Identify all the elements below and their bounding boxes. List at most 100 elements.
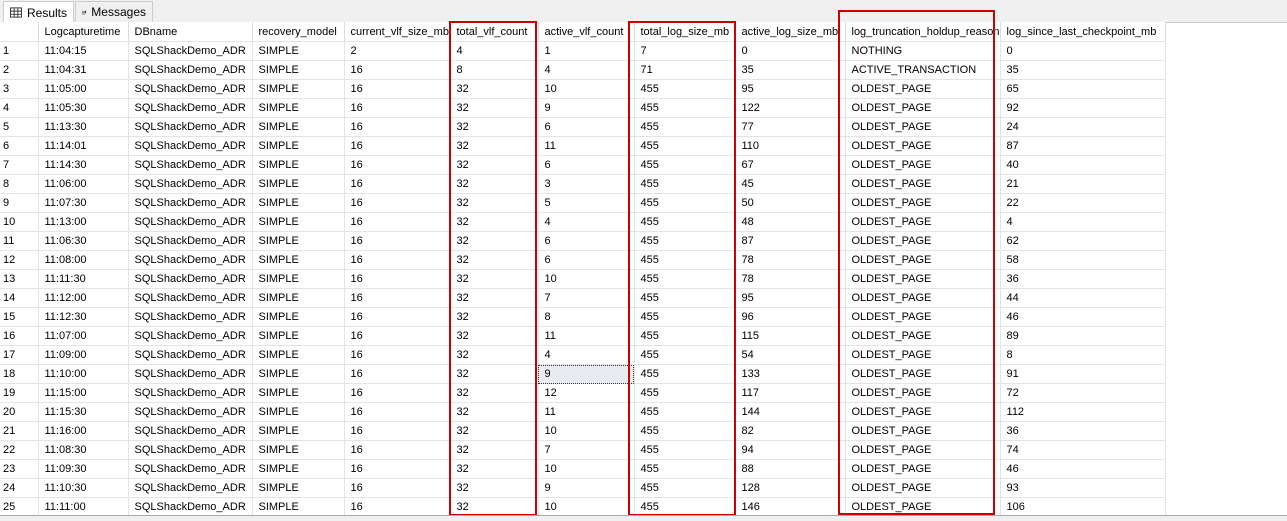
table-row[interactable]: 12 11:08:00 SQLShackDemo_ADR SIMPLE 16 32 6 455… — [0, 250, 1166, 270]
cell[interactable]: OLDEST_PAGE — [845, 250, 1001, 270]
cell[interactable]: SQLShackDemo_ADR — [128, 421, 253, 441]
cell[interactable]: SQLShackDemo_ADR — [128, 79, 253, 99]
cell[interactable]: SQLShackDemo_ADR — [128, 307, 253, 327]
cell[interactable]: 32 — [450, 440, 539, 460]
cell[interactable]: SQLShackDemo_ADR — [128, 117, 253, 137]
cell[interactable]: OLDEST_PAGE — [845, 402, 1001, 422]
cell[interactable]: 16 — [344, 383, 451, 403]
cell[interactable]: 11:05:00 — [38, 79, 129, 99]
table-row[interactable]: 14 11:12:00 SQLShackDemo_ADR SIMPLE 16 32 7 455… — [0, 288, 1166, 308]
cell[interactable]: SQLShackDemo_ADR — [128, 193, 253, 213]
cell[interactable]: 96 — [735, 307, 846, 327]
cell[interactable]: 16 — [344, 79, 451, 99]
cell[interactable]: 35 — [735, 60, 846, 80]
cell[interactable]: 11:15:30 — [38, 402, 129, 422]
cell[interactable]: 16 — [344, 231, 451, 251]
cell[interactable]: OLDEST_PAGE — [845, 459, 1001, 479]
cell[interactable]: 32 — [450, 459, 539, 479]
cell[interactable]: 6 — [538, 155, 635, 175]
cell[interactable]: 144 — [735, 402, 846, 422]
cell[interactable]: 6 — [538, 231, 635, 251]
cell[interactable]: 6 — [538, 117, 635, 137]
cell[interactable]: OLDEST_PAGE — [845, 136, 1001, 156]
cell[interactable]: 11:09:00 — [38, 345, 129, 365]
cell[interactable]: 11:13:30 — [38, 117, 129, 137]
cell[interactable]: 11:08:30 — [38, 440, 129, 460]
cell[interactable]: 10 — [538, 497, 635, 515]
cell[interactable]: 65 — [1000, 79, 1166, 99]
row-number[interactable]: 25 — [0, 497, 39, 515]
cell[interactable]: 110 — [735, 136, 846, 156]
table-row[interactable]: 21 11:16:00 SQLShackDemo_ADR SIMPLE 16 32 10 45… — [0, 421, 1166, 441]
cell[interactable]: 133 — [735, 364, 846, 384]
table-row[interactable]: 20 11:15:30 SQLShackDemo_ADR SIMPLE 16 32 11 45… — [0, 402, 1166, 422]
cell[interactable]: 146 — [735, 497, 846, 515]
cell[interactable]: 94 — [735, 440, 846, 460]
row-number[interactable]: 22 — [0, 440, 39, 460]
cell[interactable]: 40 — [1000, 155, 1166, 175]
cell[interactable]: 46 — [1000, 307, 1166, 327]
row-number[interactable]: 17 — [0, 345, 39, 365]
cell[interactable]: 16 — [344, 345, 451, 365]
row-number[interactable]: 5 — [0, 117, 39, 137]
cell[interactable]: 455 — [634, 79, 736, 99]
cell[interactable]: 32 — [450, 402, 539, 422]
row-number[interactable]: 16 — [0, 326, 39, 346]
cell[interactable]: 16 — [344, 212, 451, 232]
cell[interactable]: 3 — [538, 174, 635, 194]
column-header[interactable]: Logcapturetime — [38, 22, 129, 42]
cell[interactable]: SQLShackDemo_ADR — [128, 383, 253, 403]
cell[interactable]: 16 — [344, 136, 451, 156]
cell[interactable]: 32 — [450, 79, 539, 99]
cell[interactable]: OLDEST_PAGE — [845, 174, 1001, 194]
cell[interactable]: 112 — [1000, 402, 1166, 422]
cell[interactable]: 78 — [735, 250, 846, 270]
cell[interactable]: SIMPLE — [252, 174, 345, 194]
cell[interactable]: 7 — [538, 288, 635, 308]
cell[interactable]: 11:04:15 — [38, 41, 129, 61]
cell[interactable]: 50 — [735, 193, 846, 213]
cell[interactable]: SIMPLE — [252, 60, 345, 80]
table-row[interactable]: 18 11:10:00 SQLShackDemo_ADR SIMPLE 16 32 9 455… — [0, 364, 1166, 384]
cell[interactable]: 455 — [634, 421, 736, 441]
cell[interactable]: 117 — [735, 383, 846, 403]
cell[interactable]: SIMPLE — [252, 250, 345, 270]
cell[interactable]: 1 — [538, 41, 635, 61]
cell[interactable]: OLDEST_PAGE — [845, 98, 1001, 118]
cell[interactable]: 12 — [538, 383, 635, 403]
cell[interactable]: 32 — [450, 117, 539, 137]
cell[interactable]: 455 — [634, 364, 736, 384]
cell[interactable]: OLDEST_PAGE — [845, 383, 1001, 403]
cell[interactable]: 32 — [450, 193, 539, 213]
cell[interactable]: 16 — [344, 98, 451, 118]
cell[interactable]: 32 — [450, 364, 539, 384]
cell[interactable]: SQLShackDemo_ADR — [128, 212, 253, 232]
cell[interactable]: NOTHING — [845, 41, 1001, 61]
cell[interactable]: 82 — [735, 421, 846, 441]
cell[interactable]: 78 — [735, 269, 846, 289]
cell[interactable]: 32 — [450, 155, 539, 175]
cell[interactable]: 0 — [1000, 41, 1166, 61]
cell[interactable]: 72 — [1000, 383, 1166, 403]
cell[interactable]: SIMPLE — [252, 307, 345, 327]
cell[interactable]: 16 — [344, 193, 451, 213]
cell[interactable]: SIMPLE — [252, 497, 345, 515]
table-row[interactable]: 24 11:10:30 SQLShackDemo_ADR SIMPLE 16 32 9 455… — [0, 478, 1166, 498]
cell[interactable]: 11:06:00 — [38, 174, 129, 194]
cell[interactable]: SQLShackDemo_ADR — [128, 440, 253, 460]
cell[interactable]: 16 — [344, 288, 451, 308]
cell[interactable]: SIMPLE — [252, 459, 345, 479]
cell[interactable]: ACTIVE_TRANSACTION — [845, 60, 1001, 80]
cell[interactable]: 44 — [1000, 288, 1166, 308]
tab-results[interactable]: Results — [3, 1, 74, 23]
row-number[interactable]: 4 — [0, 98, 39, 118]
column-header[interactable]: log_since_last_checkpoint_mb — [1000, 22, 1166, 42]
cell[interactable]: 10 — [538, 79, 635, 99]
cell[interactable]: OLDEST_PAGE — [845, 79, 1001, 99]
cell[interactable]: 21 — [1000, 174, 1166, 194]
cell[interactable]: 11:14:30 — [38, 155, 129, 175]
cell[interactable]: 22 — [1000, 193, 1166, 213]
cell[interactable]: SQLShackDemo_ADR — [128, 174, 253, 194]
cell[interactable]: SIMPLE — [252, 326, 345, 346]
cell[interactable]: 88 — [735, 459, 846, 479]
